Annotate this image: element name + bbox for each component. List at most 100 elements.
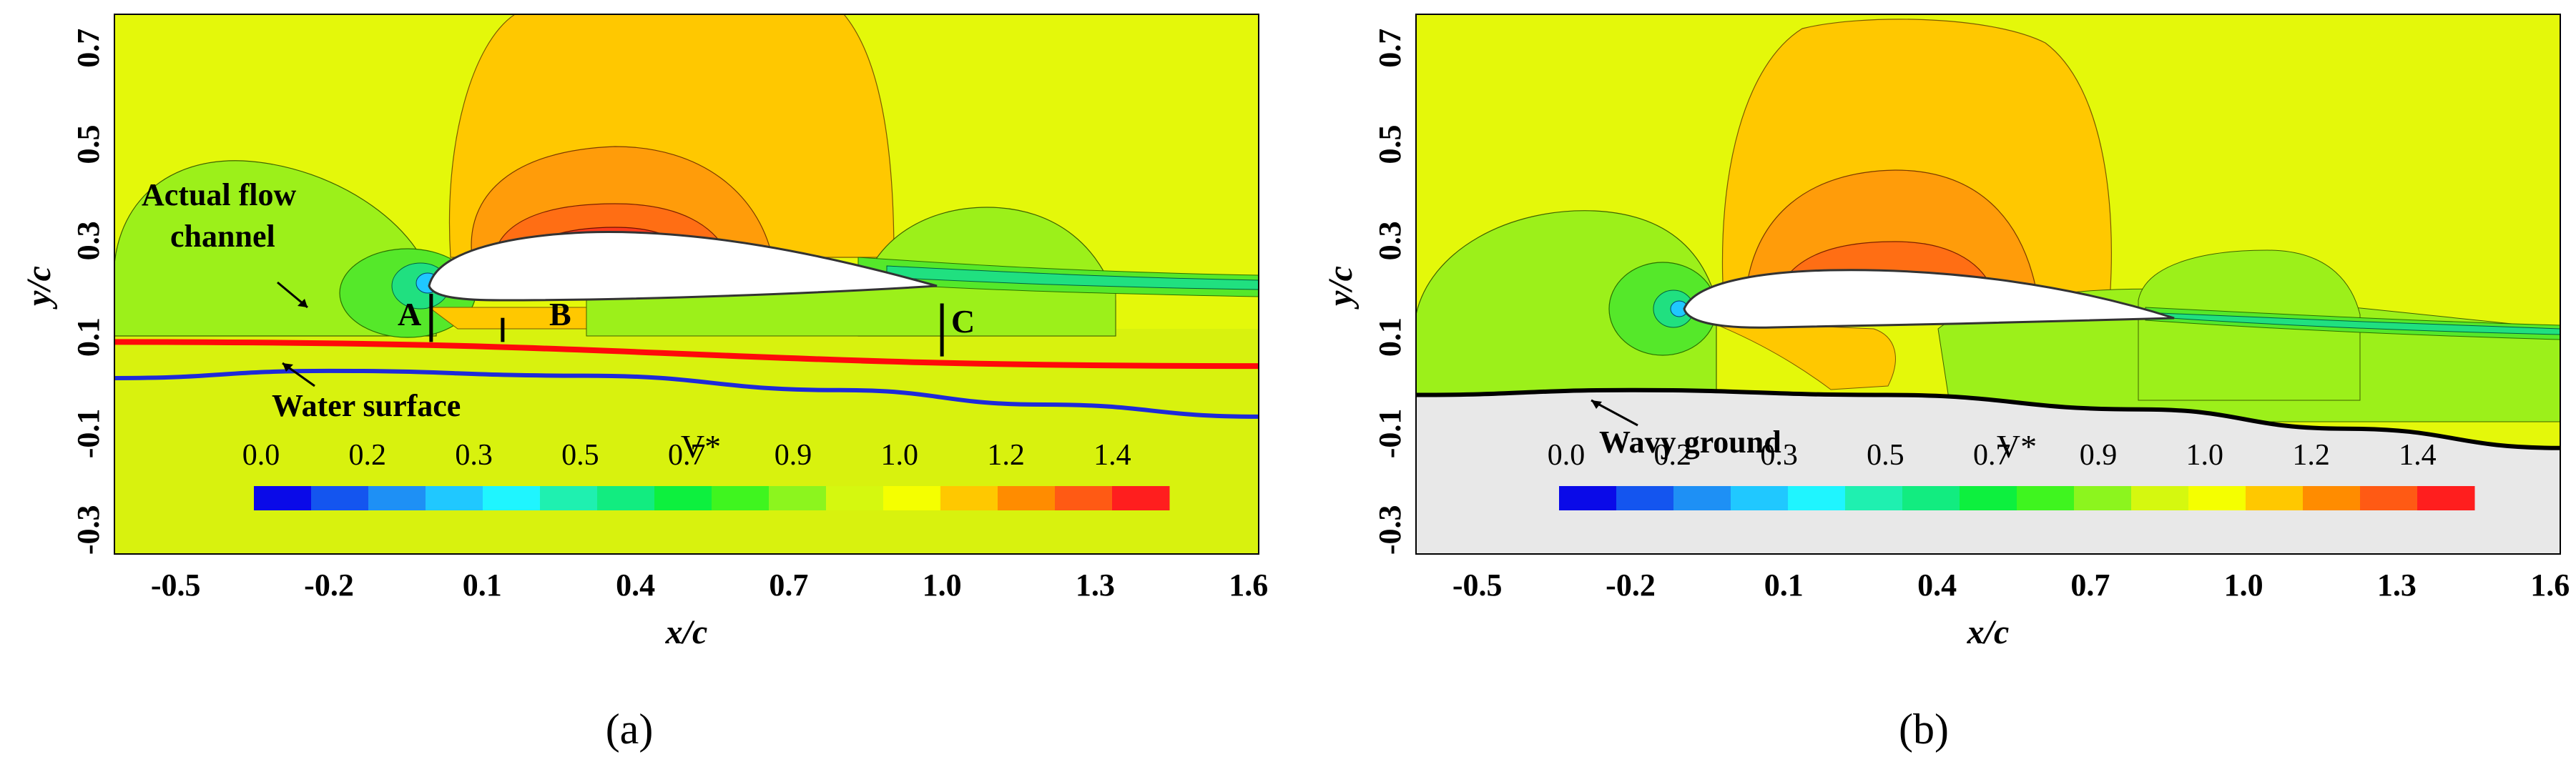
point-label-C: C — [951, 303, 975, 340]
colorbar-swatch — [311, 486, 369, 510]
x-tick-label: 0.7 — [769, 568, 808, 603]
colorbar-tick-label: 0.2 — [1654, 439, 1692, 472]
colorbar-swatch — [2017, 486, 2075, 510]
colorbar-swatch — [1055, 486, 1113, 510]
x-tick-label: 0.4 — [1917, 568, 1957, 603]
plot-frame-b — [1415, 14, 2561, 555]
x-tick-label: 1.0 — [2224, 568, 2263, 603]
colorbar-swatch — [998, 486, 1056, 510]
y-axis-label-a: y/c — [20, 266, 58, 310]
colorbar-swatch — [826, 486, 884, 510]
y-tick-label: 0.1 — [1372, 317, 1407, 357]
lines-a — [114, 293, 1259, 419]
colorbar-swatch — [1731, 486, 1789, 510]
colorbar-tick-label: 0.3 — [1760, 439, 1798, 472]
airfoil-b — [1683, 269, 2175, 329]
annotation-wavy-ground: Wavy ground — [1599, 425, 1781, 460]
y-tick-label: 0.1 — [71, 317, 106, 357]
colorbar-swatch — [2303, 486, 2361, 510]
y-tick-label: -0.3 — [1372, 505, 1407, 555]
annotation-actual-flow-channel-line1: Actual flow — [142, 177, 297, 212]
y-tick-label: -0.1 — [1372, 409, 1407, 459]
annotation-actual-flow-channel-line2: channel — [170, 219, 275, 254]
colorbar-tick-label: 1.4 — [2399, 439, 2437, 472]
y-tick-label: -0.3 — [71, 505, 106, 555]
colorbar-tick-label: 1.0 — [2186, 439, 2224, 472]
colorbar-tick-label: 1.2 — [987, 439, 1025, 472]
colorbar-swatch — [1673, 486, 1731, 510]
contour-field-a — [114, 14, 1259, 554]
x-tick-label: 0.4 — [616, 568, 655, 603]
colorbar-swatch — [2188, 486, 2246, 510]
colorbar-tick-label: 0.0 — [242, 439, 280, 472]
y-tick-label: -0.1 — [71, 409, 106, 459]
x-tick-label: -0.5 — [151, 568, 201, 603]
x-tick-label: 1.0 — [923, 568, 962, 603]
colorbar-tick-label: 1.0 — [881, 439, 919, 472]
annotation-water-surface: Water surface — [272, 388, 461, 423]
colorbar-tick-label: 1.4 — [1093, 439, 1131, 472]
water-surface-line — [114, 368, 1259, 419]
colorbar-tick-label: 0.2 — [349, 439, 387, 472]
panel-b: Wavy ground -0.5 -0.2 0.1 0.4 0.7 1.0 1.3 1.6 0… — [1322, 14, 2570, 753]
colorbar-tick-label: 0.5 — [561, 439, 599, 472]
y-tick-label: 0.7 — [71, 29, 106, 68]
colorbar-tick-label: 0.3 — [455, 439, 493, 472]
contour-field-b — [1416, 14, 2560, 554]
colorbar-swatch — [769, 486, 827, 510]
colorbar-swatch — [1902, 486, 1960, 510]
colorbar-swatch — [597, 486, 655, 510]
colorbar-swatch — [254, 486, 312, 510]
colorbar-title-b: V* — [1997, 428, 2037, 465]
y-tick-label: 0.3 — [1372, 221, 1407, 260]
airfoil-a — [428, 231, 938, 302]
colorbar-swatch — [1559, 486, 1617, 510]
colorbar-swatch — [1788, 486, 1846, 510]
panel-a: Actual flow channel Water surface A B C … — [20, 14, 1268, 753]
colorbar-tick-label: 1.2 — [2292, 439, 2330, 472]
panel-caption-b: (b) — [1899, 706, 1949, 753]
colorbar-swatch — [654, 486, 712, 510]
colorbar-a: 0.0 0.2 0.3 0.5 0.7 0.9 1.0 1.2 1.4 — [242, 439, 1170, 510]
colorbar-swatch — [2246, 486, 2304, 510]
y-ticks-b: 0.7 0.5 0.3 0.1 -0.1 -0.3 — [1372, 29, 1407, 555]
y-tick-label: 0.5 — [1372, 125, 1407, 164]
arrowhead-water-surface — [282, 363, 293, 372]
colorbar-tick-label: 0.7 — [668, 439, 706, 472]
panel-caption-a: (a) — [606, 706, 654, 753]
arrowhead-wavy-ground — [1591, 400, 1602, 409]
colorbar-tick-label: 0.9 — [775, 439, 812, 472]
point-label-B: B — [549, 296, 571, 332]
colorbar-tick-label: 0.9 — [2080, 439, 2118, 472]
arrowhead-actual-flow-channel — [298, 299, 308, 307]
y-ticks-a: 0.7 0.5 0.3 0.1 -0.1 -0.3 — [71, 29, 106, 555]
x-tick-label: 0.7 — [2070, 568, 2110, 603]
point-label-A: A — [398, 296, 421, 332]
colorbar-swatch — [2417, 486, 2475, 510]
x-tick-label: -0.2 — [304, 568, 354, 603]
x-axis-label-b: x/c — [1967, 613, 2010, 651]
x-ticks-b: -0.5 -0.2 0.1 0.4 0.7 1.0 1.3 1.6 — [1452, 568, 2570, 603]
x-tick-label: -0.2 — [1606, 568, 1656, 603]
colorbar-swatch — [2131, 486, 2189, 510]
colorbar-swatch — [483, 486, 541, 510]
colorbar-tick-label: 0.7 — [1973, 439, 2011, 472]
colorbar-swatch — [883, 486, 941, 510]
colorbar-swatch — [426, 486, 483, 510]
colorbar-title-a: V* — [681, 428, 721, 465]
colorbar-swatch — [540, 486, 598, 510]
x-tick-label: -0.5 — [1452, 568, 1503, 603]
colorbar-swatch — [1845, 486, 1903, 510]
x-axis-label-a: x/c — [665, 613, 708, 651]
colorbar-swatch — [1112, 486, 1170, 510]
colorbar-b: 0.0 0.2 0.3 0.5 0.7 0.9 1.0 1.2 1.4 — [1548, 439, 2475, 510]
wavy-ground-line — [1416, 387, 2560, 450]
colorbar-swatch — [2360, 486, 2418, 510]
colorbar-swatch — [1616, 486, 1674, 510]
colorbar-tick-label: 0.5 — [1867, 439, 1904, 472]
colorbar-tick-label: 0.0 — [1548, 439, 1586, 472]
y-axis-label-b: y/c — [1322, 266, 1360, 310]
y-tick-label: 0.3 — [71, 221, 106, 260]
x-tick-label: 0.1 — [1764, 568, 1804, 603]
